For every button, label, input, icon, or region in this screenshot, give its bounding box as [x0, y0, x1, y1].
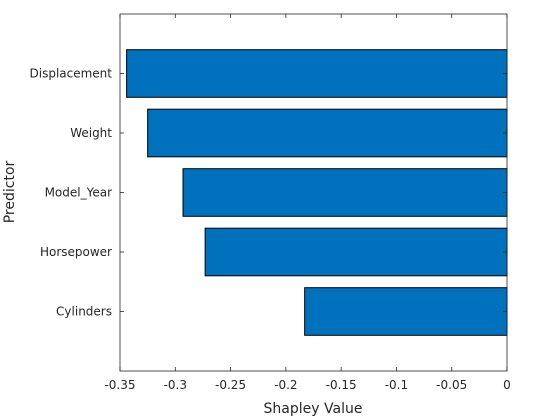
x-tick-label: -0.3 [164, 378, 187, 392]
bar-horsepower [204, 227, 508, 277]
bar-displacement [126, 49, 508, 98]
x-tick-label: -0.2 [274, 378, 297, 392]
x-tick-label: -0.15 [326, 378, 357, 392]
x-tick-label: 0 [503, 378, 511, 392]
y-tick-label: Cylinders [56, 305, 112, 319]
bar-cylinders [304, 287, 508, 336]
bars-group [126, 49, 508, 336]
x-tick-label: -0.05 [436, 378, 467, 392]
x-axis-label: Shapley Value [264, 401, 363, 417]
axes-group: -0.35 -0.3 -0.25 -0.2 -0.15 -0.1 -0.05 0 Cylinde… [30, 13, 511, 392]
y-axis-label: Predictor [2, 160, 18, 223]
x-tick-label: -0.25 [215, 378, 246, 392]
y-tick-label: Model_Year [45, 186, 113, 200]
x-tick-label: -0.1 [385, 378, 408, 392]
x-tick-label: -0.35 [104, 378, 135, 392]
y-tick-label: Weight [70, 126, 112, 140]
y-tick-label: Displacement [30, 67, 113, 81]
y-tick-label: Horsepower [40, 245, 112, 259]
bar-model-year [182, 168, 508, 217]
bar-weight [147, 108, 508, 158]
